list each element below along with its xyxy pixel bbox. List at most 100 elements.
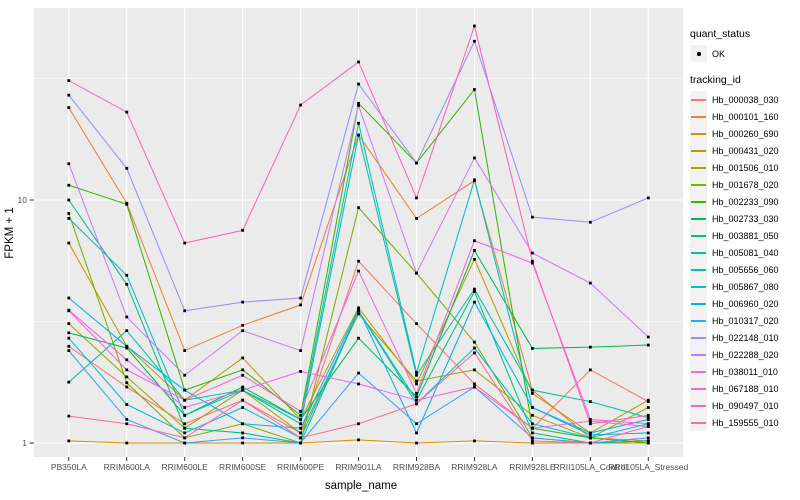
data-point [473,249,476,252]
data-point [531,261,534,265]
data-point [67,296,71,300]
data-point [299,426,302,430]
legend-item-label: Hb_010317_020 [712,315,779,326]
data-point [241,368,245,372]
x-tick-label: RRIM928LA [451,462,498,472]
x-tick-label: RRIM928LE [509,462,556,472]
data-point [299,303,302,307]
data-point [473,439,476,443]
legend-item: Hb_159555_010 [690,414,798,431]
data-point [183,422,187,426]
data-point [357,371,360,375]
data-point [125,441,129,445]
data-point [357,60,360,64]
x-tick-label: RRIM600LA [104,462,151,472]
legend-key [690,414,707,431]
legend-tracking-id-block: tracking_id Hb_000038_030 Hb_000101_160 Hb… [690,74,798,431]
data-point [473,300,476,304]
data-point [125,422,129,426]
legend-key [690,91,707,108]
data-point [357,121,360,125]
data-point [299,349,302,353]
series-color-line-icon [691,251,706,254]
data-point [473,239,476,243]
legend-quant-status-block: quant_status OK [690,28,798,62]
data-point [241,385,245,389]
legend-item: Hb_000101_160 [690,108,798,125]
legend-key [690,261,707,278]
legend-key [690,125,707,142]
data-point [67,212,71,215]
data-point [531,431,534,435]
series-color-line-icon [691,166,706,169]
data-point [299,441,302,445]
series-color-line-icon [691,149,706,152]
data-point [415,422,418,426]
data-point [473,340,476,344]
data-point [241,406,245,409]
data-point [473,351,476,355]
data-point [415,382,418,386]
data-point [67,309,71,313]
data-point [588,281,592,285]
data-point [183,413,187,417]
legend-key [690,278,707,295]
legend-item-label: Hb_001506_010 [712,162,779,173]
data-point [646,196,650,200]
data-point [531,215,534,219]
data-point [646,416,650,420]
data-point [125,346,129,350]
series-color-line-icon [691,285,706,288]
data-point [241,356,245,360]
data-point [646,335,650,339]
data-point [415,402,418,406]
data-point [67,380,71,384]
legend-key [690,159,707,176]
legend-item-label: Hb_005656_060 [712,264,779,275]
legend-item-label: Hb_090497_010 [712,400,779,411]
legend-item: Hb_005867_080 [690,278,798,295]
data-point [531,439,534,443]
series-color-line-icon [691,183,706,186]
series-color-line-icon [691,98,706,101]
data-point [415,196,418,200]
legend-item: Hb_001678_020 [690,176,798,193]
data-point [473,39,476,43]
data-point [241,441,245,445]
legend-item-label: Hb_006960_020 [712,298,779,309]
data-point [531,422,534,426]
legend-item: Hb_001506_010 [690,159,798,176]
legend-item: Hb_000431_020 [690,142,798,159]
data-point [531,347,534,350]
series-color-line-icon [691,404,706,407]
data-point [646,441,650,445]
data-point [299,103,302,107]
data-point [415,371,418,374]
x-tick-label: RRIM600PE [277,462,325,472]
data-point [67,162,71,166]
legend-key-point [690,45,707,62]
legend-item: Hb_002233_090 [690,193,798,210]
data-point [646,343,650,347]
data-point [415,441,418,445]
legend-item: Hb_022148_010 [690,329,798,346]
data-point [183,388,187,392]
data-point [67,344,71,348]
data-point [415,322,418,325]
data-point [473,290,476,293]
data-point [241,436,245,440]
data-point [67,414,71,418]
data-point [125,403,129,406]
legend-key [690,329,707,346]
y-axis-title: FPKM + 1 [4,207,16,258]
data-point [67,183,71,187]
legend-key [690,397,707,414]
legend-items: Hb_000038_030 Hb_000101_160 Hb_000260_690 H… [690,91,798,431]
legend-key [690,176,707,193]
data-point [473,382,476,386]
legend-item-label: Hb_000431_020 [712,145,779,156]
data-point [125,418,129,421]
data-point [125,273,129,277]
legend-item: Hb_000038_030 [690,91,798,108]
